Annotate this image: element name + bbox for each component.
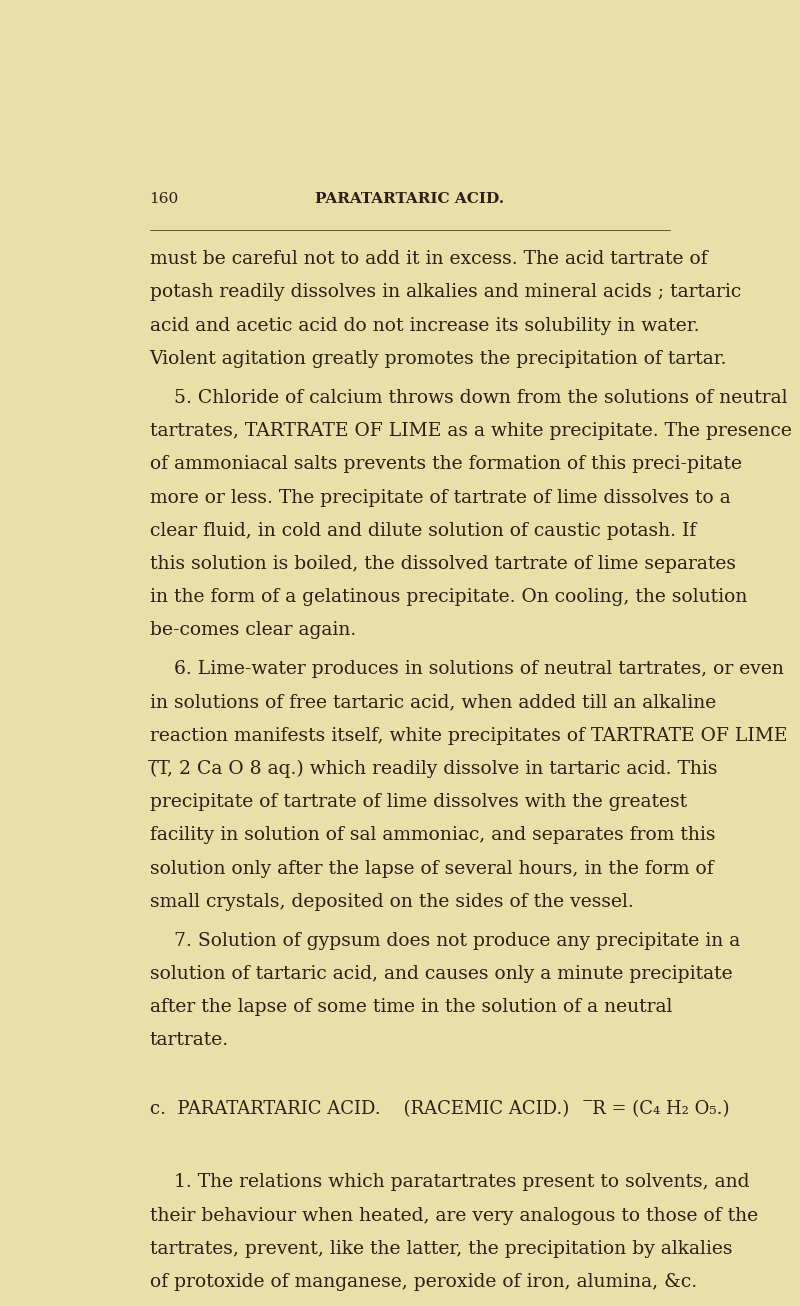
- Text: more or less. The precipitate of tartrate of lime dissolves to a: more or less. The precipitate of tartrat…: [150, 488, 730, 507]
- Text: tartrates, TARTRATE OF LIME as a white precipitate. The presence: tartrates, TARTRATE OF LIME as a white p…: [150, 422, 791, 440]
- Text: tartrates, prevent, like the latter, the precipitation by alkalies: tartrates, prevent, like the latter, the…: [150, 1239, 732, 1258]
- Text: tartrate.: tartrate.: [150, 1032, 229, 1050]
- Text: must be careful not to add it in excess. The acid tartrate of: must be careful not to add it in excess.…: [150, 251, 707, 268]
- Text: reaction manifests itself, white precipitates of TARTRATE OF LIME: reaction manifests itself, white precipi…: [150, 726, 787, 744]
- Text: 1. The relations which paratartrates present to solvents, and: 1. The relations which paratartrates pre…: [174, 1174, 750, 1191]
- Text: in solutions of free tartaric acid, when added till an alkaline: in solutions of free tartaric acid, when…: [150, 693, 716, 712]
- Text: after the lapse of some time in the solution of a neutral: after the lapse of some time in the solu…: [150, 998, 672, 1016]
- Text: PARATARTARIC ACID.: PARATARTARIC ACID.: [315, 192, 505, 206]
- Text: of protoxide of manganese, peroxide of iron, alumina, &c.: of protoxide of manganese, peroxide of i…: [150, 1273, 697, 1292]
- Text: their behaviour when heated, are very analogous to those of the: their behaviour when heated, are very an…: [150, 1207, 758, 1225]
- Text: c.  PARATARTARIC ACID.    (RACEMIC ACID.)    ̅R = (C₄ H₂ O₅.): c. PARATARTARIC ACID. (RACEMIC ACID.) ̅R…: [150, 1101, 729, 1118]
- Text: in the form of a gelatinous precipitate. On cooling, the solution: in the form of a gelatinous precipitate.…: [150, 588, 747, 606]
- Text: be-comes clear again.: be-comes clear again.: [150, 622, 356, 639]
- Text: 160: 160: [150, 192, 179, 206]
- Text: 6. Lime-water produces in solutions of neutral tartrates, or even: 6. Lime-water produces in solutions of n…: [174, 661, 784, 678]
- Text: this solution is boiled, the dissolved tartrate of lime separates: this solution is boiled, the dissolved t…: [150, 555, 736, 573]
- Text: acid and acetic acid do not increase its solubility in water.: acid and acetic acid do not increase its…: [150, 316, 699, 334]
- Text: of ammoniacal salts prevents the formation of this preci-pitate: of ammoniacal salts prevents the formati…: [150, 456, 742, 473]
- Text: solution of tartaric acid, and causes only a minute precipitate: solution of tartaric acid, and causes on…: [150, 965, 732, 983]
- Text: 7. Solution of gypsum does not produce any precipitate in a: 7. Solution of gypsum does not produce a…: [174, 932, 741, 949]
- Text: (̅T, 2 Ca O 8 aq.) which readily dissolve in tartaric acid. This: (̅T, 2 Ca O 8 aq.) which readily dissolv…: [150, 760, 717, 778]
- Text: facility in solution of sal ammoniac, and separates from this: facility in solution of sal ammoniac, an…: [150, 827, 715, 845]
- Text: potash readily dissolves in alkalies and mineral acids ; tartaric: potash readily dissolves in alkalies and…: [150, 283, 741, 302]
- Text: solution only after the lapse of several hours, in the form of: solution only after the lapse of several…: [150, 859, 714, 878]
- Text: 5. Chloride of calcium throws down from the solutions of neutral: 5. Chloride of calcium throws down from …: [174, 389, 788, 407]
- Text: precipitate of tartrate of lime dissolves with the greatest: precipitate of tartrate of lime dissolve…: [150, 793, 686, 811]
- Text: Violent agitation greatly promotes the precipitation of tartar.: Violent agitation greatly promotes the p…: [150, 350, 727, 368]
- Text: small crystals, deposited on the sides of the vessel.: small crystals, deposited on the sides o…: [150, 893, 634, 910]
- Text: clear fluid, in cold and dilute solution of caustic potash. If: clear fluid, in cold and dilute solution…: [150, 521, 696, 539]
